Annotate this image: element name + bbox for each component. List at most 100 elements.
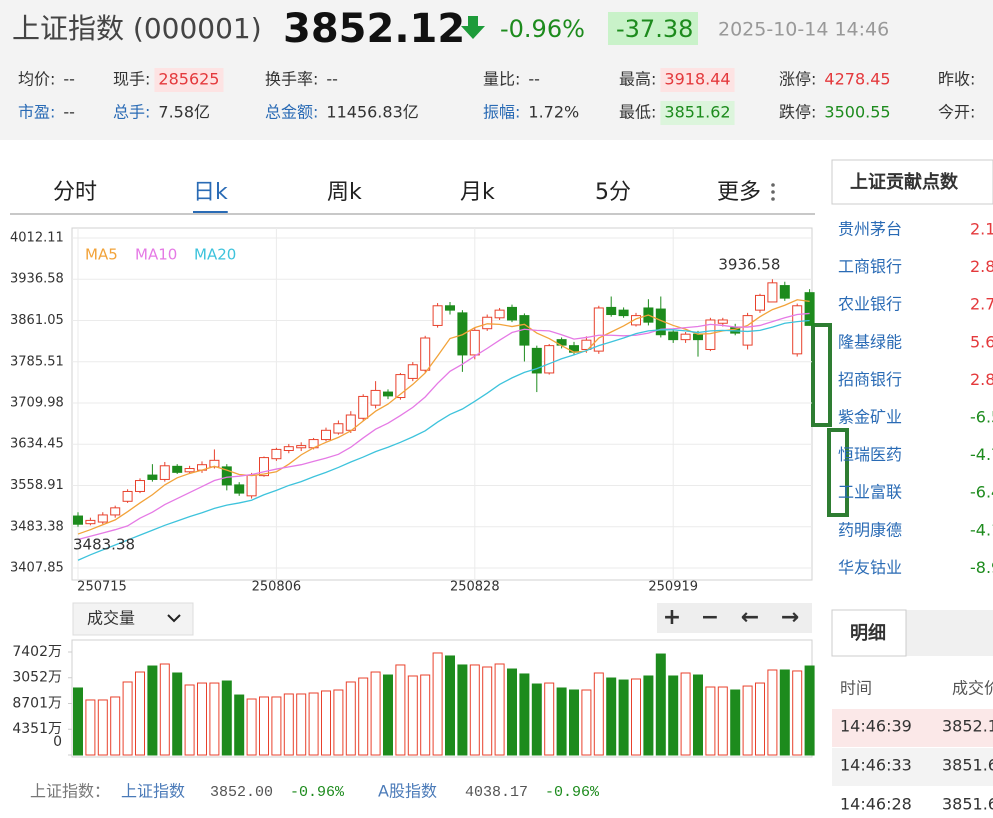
candle-body — [420, 337, 431, 371]
volume-bar — [519, 673, 530, 756]
candle-body — [631, 315, 641, 326]
candle-body — [85, 519, 96, 525]
stat-label: 涨停: — [779, 70, 816, 89]
contrib-header — [831, 159, 993, 205]
tab[interactable]: 更多 — [717, 180, 761, 205]
contrib-value: 5.6 — [970, 332, 993, 351]
footer-name[interactable]: A股指数 — [378, 782, 437, 801]
volume-bar — [618, 679, 629, 756]
footer-change: -0.96% — [545, 784, 600, 801]
contrib-name[interactable]: 工业富联 — [838, 483, 902, 502]
volume-bar — [296, 693, 307, 756]
volume-bar — [420, 674, 431, 756]
change-bg — [608, 12, 698, 45]
stat-value-bg — [660, 101, 735, 125]
contrib-name[interactable]: 恒瑞医药 — [838, 445, 902, 464]
volume-selector-label: 成交量 — [87, 609, 135, 628]
stat-label: 量比: — [483, 70, 520, 89]
candle-body — [122, 490, 133, 502]
tab[interactable]: 5分 — [595, 180, 631, 205]
stat-value: 3918.44 — [664, 70, 730, 89]
candle-body — [97, 514, 108, 523]
tab[interactable]: 分时 — [53, 180, 97, 205]
candle-body — [383, 391, 393, 397]
stat-value: -- — [326, 70, 338, 89]
volume-bar — [122, 681, 133, 756]
x-tick-label: 250806 — [252, 580, 302, 595]
legend-entry: MA20 — [194, 246, 236, 264]
candle-body — [246, 474, 257, 497]
contrib-name[interactable]: 招商银行 — [838, 370, 902, 389]
candle-body — [531, 347, 542, 374]
stat-label: 最高: — [619, 70, 656, 89]
candle-body — [581, 339, 592, 350]
tab[interactable]: 月k — [460, 180, 495, 205]
candle-body — [147, 474, 158, 480]
chart-control[interactable]: + — [663, 605, 681, 630]
more-dot — [771, 197, 775, 201]
candle-body — [693, 333, 703, 341]
candle-body — [668, 331, 679, 341]
volume-bar — [110, 696, 121, 756]
detail-cell: 3851.6 — [942, 756, 993, 775]
max-label: 3936.58 — [718, 256, 780, 274]
timestamp: 2025-10-14 14:46 — [718, 19, 889, 41]
contrib-name[interactable]: 紫金矿业 — [838, 408, 902, 427]
chart-control[interactable]: ← — [741, 605, 759, 630]
candle-body — [742, 315, 753, 346]
stat-value: 7.58亿 — [158, 103, 210, 122]
stat-label: 换手率: — [265, 70, 318, 89]
candle-body — [259, 457, 269, 477]
candle-body — [544, 345, 555, 374]
detail-column: 成交价 — [952, 679, 993, 698]
candle-body — [159, 465, 170, 480]
detail-tab[interactable] — [831, 609, 907, 657]
chart-control[interactable]: − — [701, 605, 719, 630]
candle-body — [457, 312, 468, 356]
stat-label: 现手: — [113, 70, 150, 89]
volume-bar — [705, 686, 716, 756]
volume-bar — [383, 674, 393, 756]
candle-body — [804, 292, 815, 326]
contrib-name[interactable]: 药明康德 — [838, 520, 902, 539]
contrib-name[interactable]: 隆基绿能 — [838, 332, 902, 351]
volume-bar — [259, 696, 269, 756]
candle-body — [271, 448, 282, 460]
footer-label: 上证指数： — [30, 782, 110, 801]
detail-column: 时间 — [840, 679, 872, 698]
change: -37.38 — [616, 15, 693, 43]
stat-value: 4278.45 — [824, 70, 890, 89]
volume-tick-label: 4351万 — [12, 721, 62, 737]
contrib-name[interactable]: 工商银行 — [838, 257, 902, 276]
x-tick-label: 250715 — [77, 580, 127, 595]
candle-body — [73, 515, 83, 525]
tab[interactable]: 日k — [193, 180, 228, 205]
volume-tick-label: 3052万 — [12, 670, 62, 686]
volume-bar — [85, 699, 96, 756]
volume-bar — [358, 677, 369, 756]
stat-label: 振幅: — [483, 103, 520, 122]
contrib-name[interactable]: 农业银行 — [838, 295, 902, 314]
contrib-name[interactable]: 贵州茅台 — [838, 220, 902, 239]
volume-bar — [283, 693, 294, 756]
candle-body — [482, 316, 493, 330]
contrib-name[interactable]: 华友钴业 — [838, 558, 902, 577]
chart-control[interactable]: → — [781, 605, 799, 630]
contrib-value: -6.4 — [970, 483, 993, 502]
volume-bar — [197, 682, 207, 756]
volume-bar — [221, 680, 232, 756]
volume-bar — [631, 678, 641, 756]
legend-entry: MA10 — [135, 246, 177, 264]
footer-name[interactable]: 上证指数 — [121, 782, 185, 801]
candle-body — [606, 306, 617, 316]
price: 3852.12 — [283, 6, 465, 52]
down-arrow — [461, 16, 485, 39]
candle-body — [358, 395, 369, 419]
volume-bar — [655, 653, 666, 756]
volume-bar — [209, 682, 220, 756]
change-pct: -0.96% — [500, 15, 585, 43]
y-tick-label: 3709.98 — [10, 396, 64, 411]
tab[interactable]: 周k — [327, 180, 362, 205]
volume-bar — [457, 664, 468, 756]
